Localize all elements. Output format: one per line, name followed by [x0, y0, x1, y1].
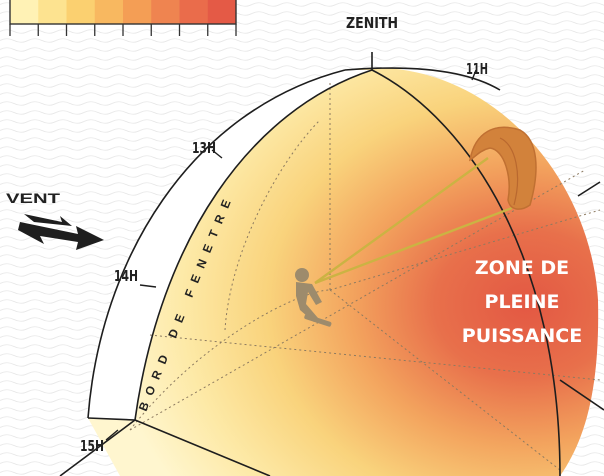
legend-swatch [123, 0, 152, 24]
wind-arrow-icon [18, 214, 104, 250]
kitesurfer-icon [295, 268, 332, 327]
hour-label-13h: 13H [192, 139, 216, 157]
legend-swatch [151, 0, 180, 24]
color-legend [9, 0, 237, 36]
hour-label-11h: 11H [466, 60, 488, 78]
power-zone-label: ZONE DE PLEINE PUISSANCE [462, 257, 582, 347]
power-zone-line-2: PLEINE [485, 291, 560, 313]
kite-icon [468, 126, 537, 210]
hour-label-15h: 15H [80, 437, 104, 455]
wind-label: VENT [6, 190, 61, 206]
legend-swatch [94, 0, 124, 24]
dotted-guides [129, 80, 601, 471]
zenith-label: ZENITH [346, 14, 398, 32]
window-edge-band [88, 70, 372, 420]
legend-swatch [207, 0, 237, 24]
kite-lines [314, 157, 513, 285]
power-zone-line-1: ZONE DE [475, 257, 569, 279]
power-zone-line-3: PUISSANCE [462, 325, 582, 347]
legend-swatch [10, 0, 39, 24]
ground-lines [59, 52, 604, 476]
legend-swatch [66, 0, 96, 24]
hour-label-14h: 14H [114, 267, 138, 285]
legend-swatch [38, 0, 67, 24]
hour-ticks [105, 69, 477, 441]
legend-swatch [179, 0, 209, 24]
